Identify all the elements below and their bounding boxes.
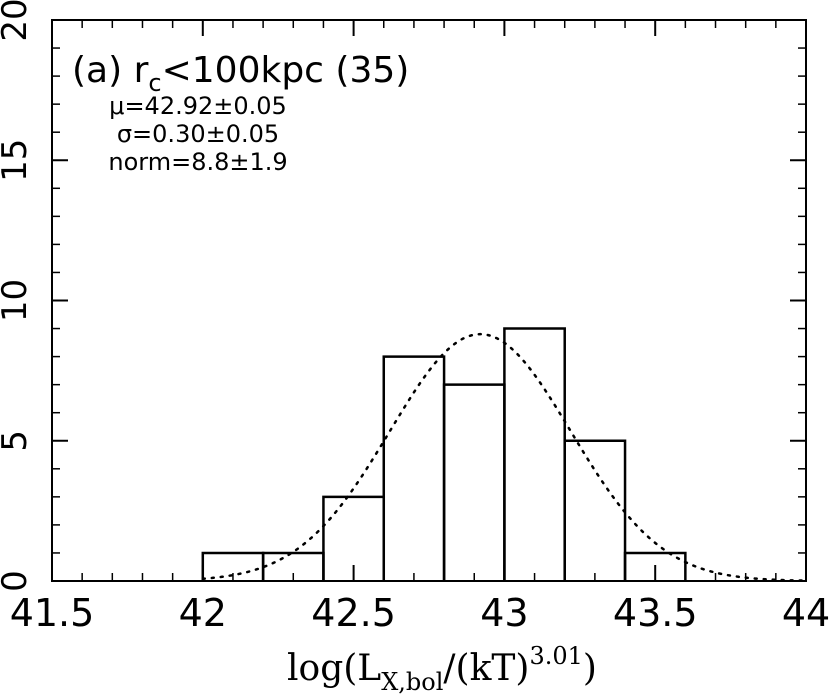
x-tick-label: 44 — [782, 591, 830, 635]
annotation-mu: μ=42.92±0.05 — [109, 92, 287, 120]
annotation-norm: norm=8.8±1.9 — [108, 148, 287, 176]
x-tick-label: 43 — [480, 591, 528, 635]
x-tick-label: 43.5 — [613, 591, 698, 635]
x-axis-label: log(LX,bol/(kT)3.01) — [287, 642, 597, 696]
axis-ticks: 41.5 42 42.5 43 43.5 44 0 5 10 15 20 — [0, 0, 830, 635]
y-tick-label: 15 — [0, 139, 35, 182]
panel-label: (a) rc<100kpc (35) — [72, 50, 409, 97]
x-tick-label: 42.5 — [311, 591, 396, 635]
histogram-bars — [201, 327, 687, 581]
x-tick-label: 42 — [179, 591, 227, 635]
histogram-bar — [623, 551, 687, 581]
histogram-bar — [442, 383, 506, 581]
histogram-bar — [563, 439, 627, 581]
annotation-sigma: σ=0.30±0.05 — [117, 120, 279, 148]
y-tick-label: 5 — [0, 430, 35, 452]
x-tick-label: 41.5 — [10, 591, 95, 635]
y-tick-label: 10 — [0, 279, 35, 322]
histogram-bar — [503, 327, 566, 581]
y-tick-label: 0 — [0, 570, 35, 592]
y-tick-label: 20 — [0, 0, 35, 42]
